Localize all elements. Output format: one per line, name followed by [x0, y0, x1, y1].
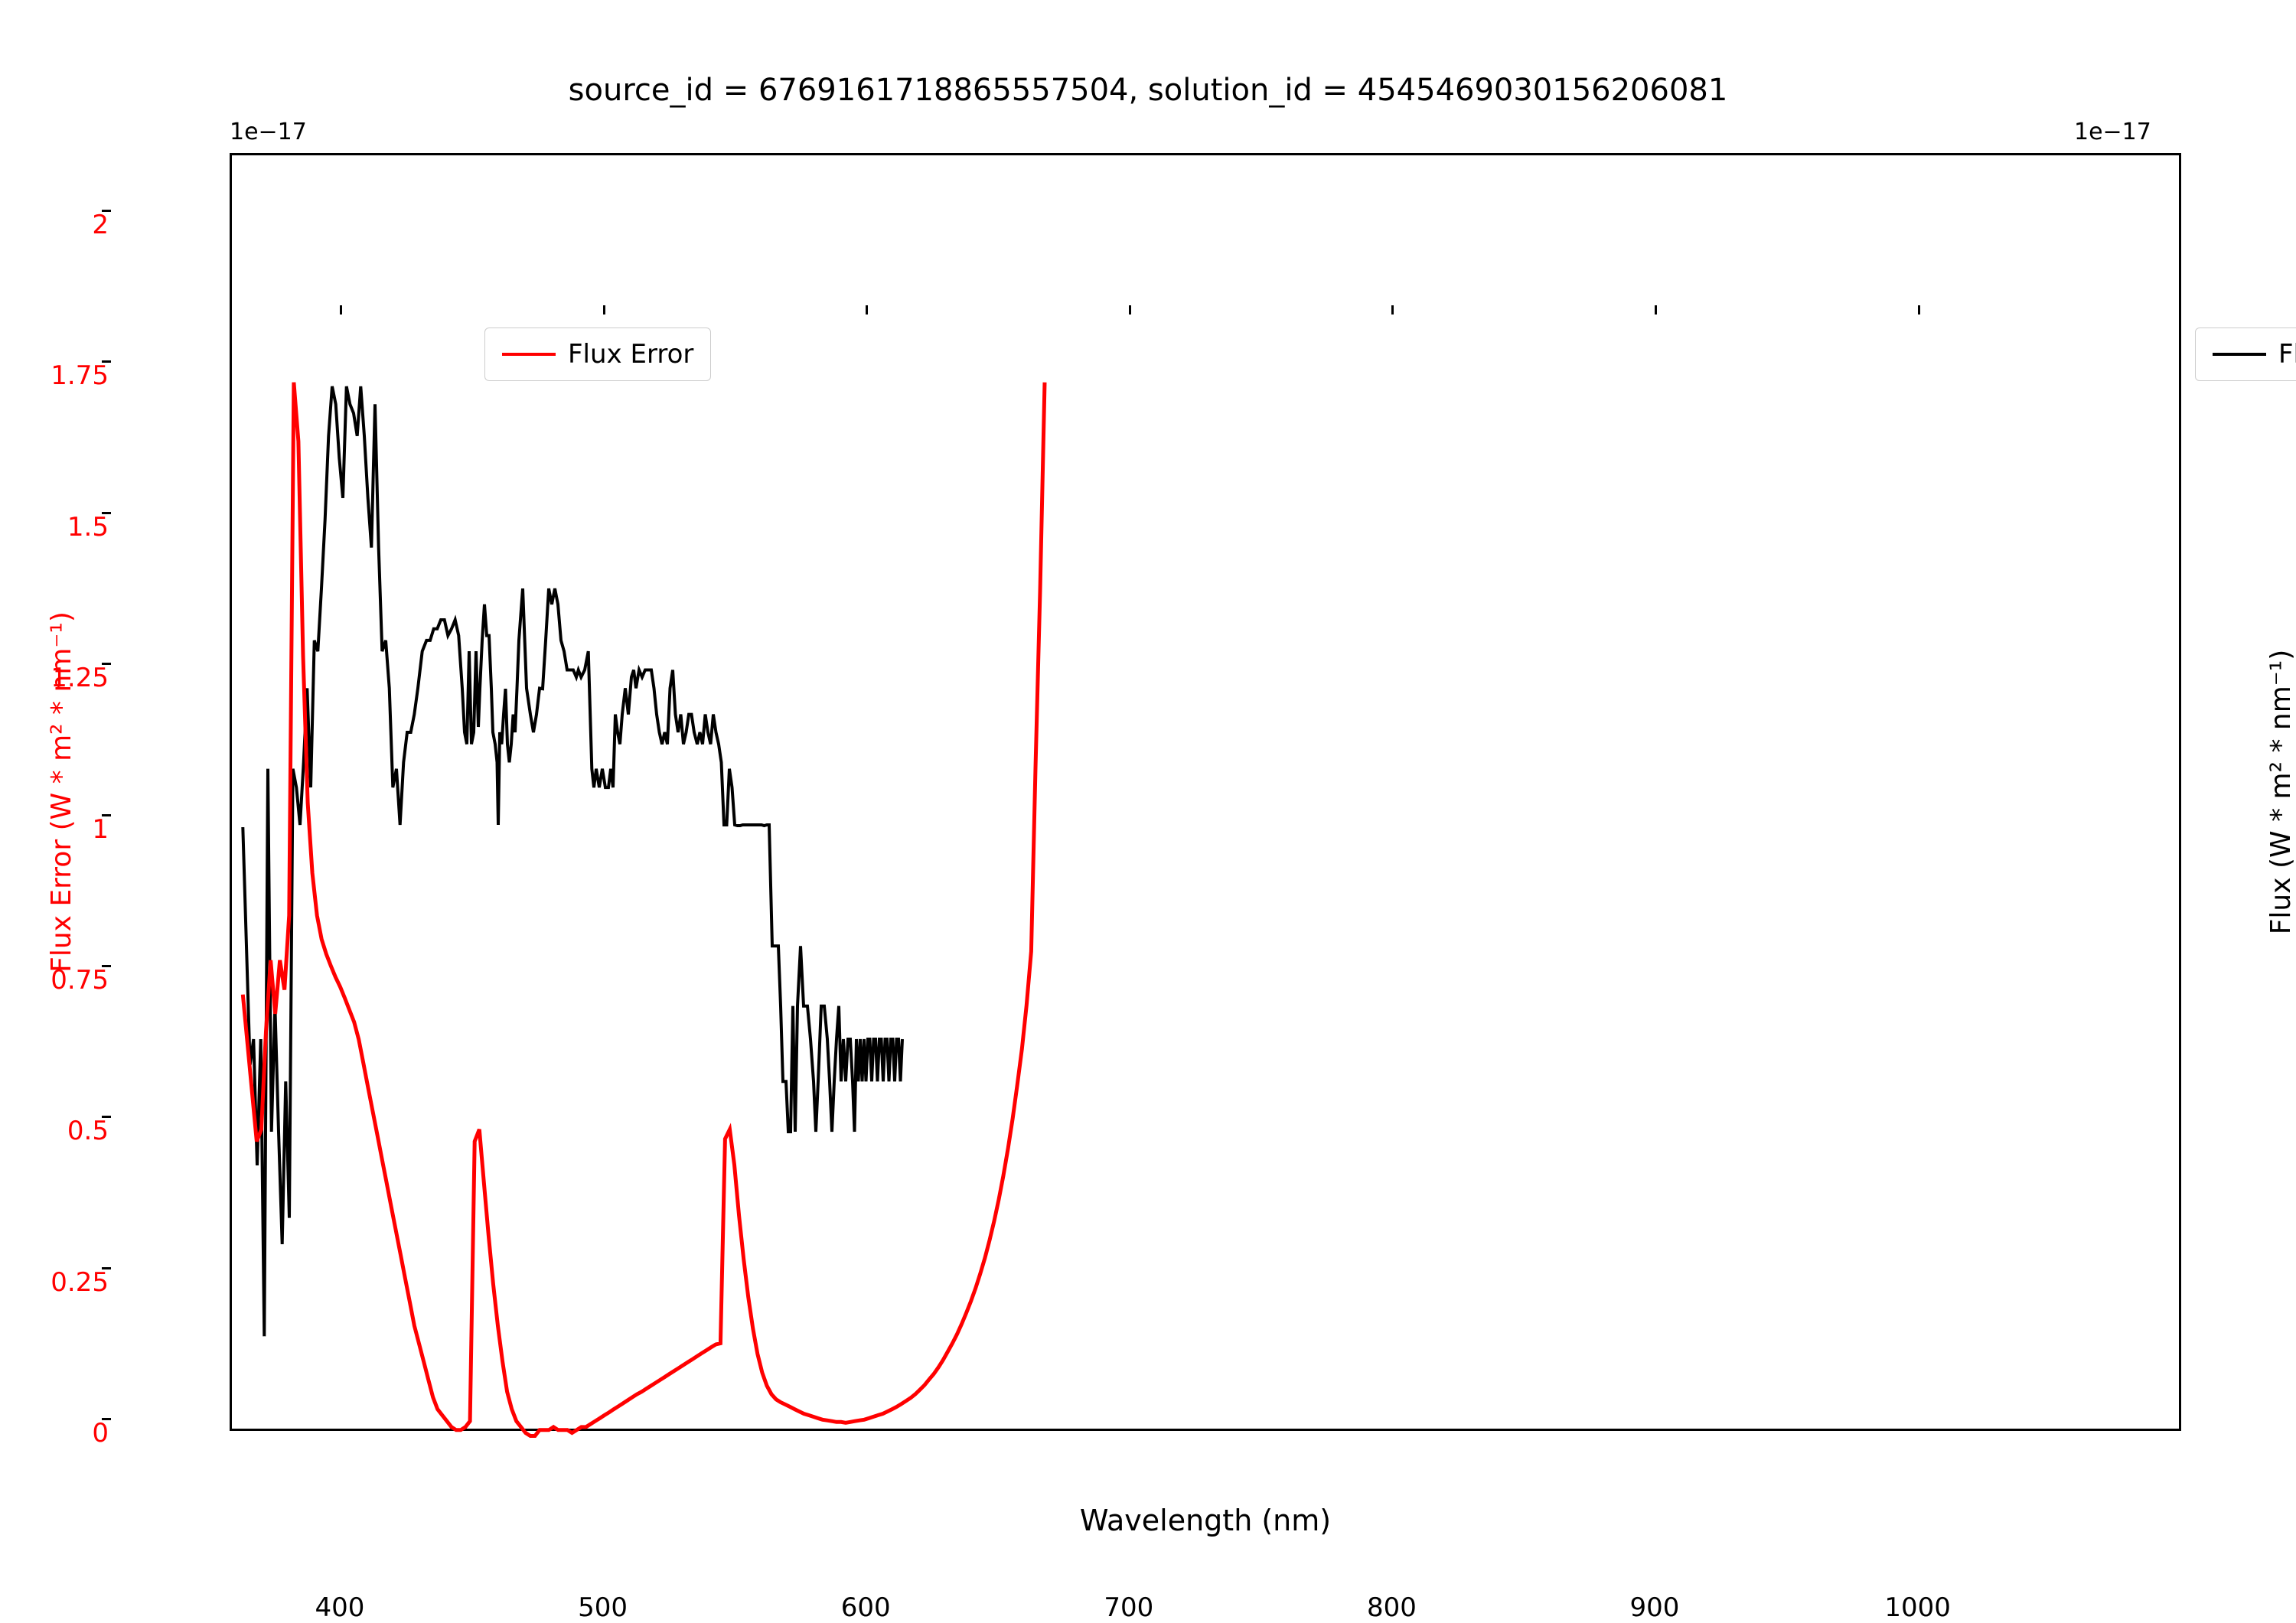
flux-legend-swatch	[2213, 353, 2266, 356]
ytick-left-8: 2	[2, 210, 109, 240]
flux-error-legend-swatch	[502, 353, 556, 356]
flux-error-legend-label: Flux Error	[568, 339, 693, 370]
exponent-label-left: 1e−17	[230, 119, 307, 145]
ytick-left-6: 1.5	[2, 512, 109, 543]
xtick-1: 500	[565, 1592, 641, 1623]
xtick-4: 800	[1353, 1592, 1430, 1623]
chart-title: source_id = 6769161718865557504, solutio…	[0, 73, 2296, 108]
y-axis-label-right: Flux (W * m² * nm⁻¹)	[2265, 650, 2296, 935]
legend-flux[interactable]: Flux	[2195, 328, 2296, 381]
flux-legend-label: Flux	[2278, 339, 2296, 370]
xtick-2: 600	[827, 1592, 904, 1623]
y-axis-label-left: Flux Error (W * m² * nm⁻¹)	[46, 611, 77, 973]
xtick-3: 700	[1091, 1592, 1167, 1623]
ytick-left-2: 0.5	[2, 1116, 109, 1146]
plot-area: 0 0.25 0.5 0.75 1 1.25 1.5 1.75	[230, 153, 2181, 1431]
x-axis-label: Wavelength (nm)	[230, 1504, 2181, 1537]
exponent-label-right: 1e−17	[2074, 119, 2151, 145]
xtick-0: 400	[302, 1592, 378, 1623]
legend-flux-error[interactable]: Flux Error	[484, 328, 711, 381]
flux-error-line	[243, 383, 1045, 1436]
ytick-left-0: 0	[2, 1418, 109, 1449]
xtick-6: 1000	[1880, 1592, 1956, 1623]
ytick-left-7: 1.75	[2, 360, 109, 391]
xtick-5: 900	[1616, 1592, 1693, 1623]
chart-figure: source_id = 6769161718865557504, solutio…	[0, 0, 2296, 1607]
ytick-left-1: 0.25	[2, 1267, 109, 1298]
